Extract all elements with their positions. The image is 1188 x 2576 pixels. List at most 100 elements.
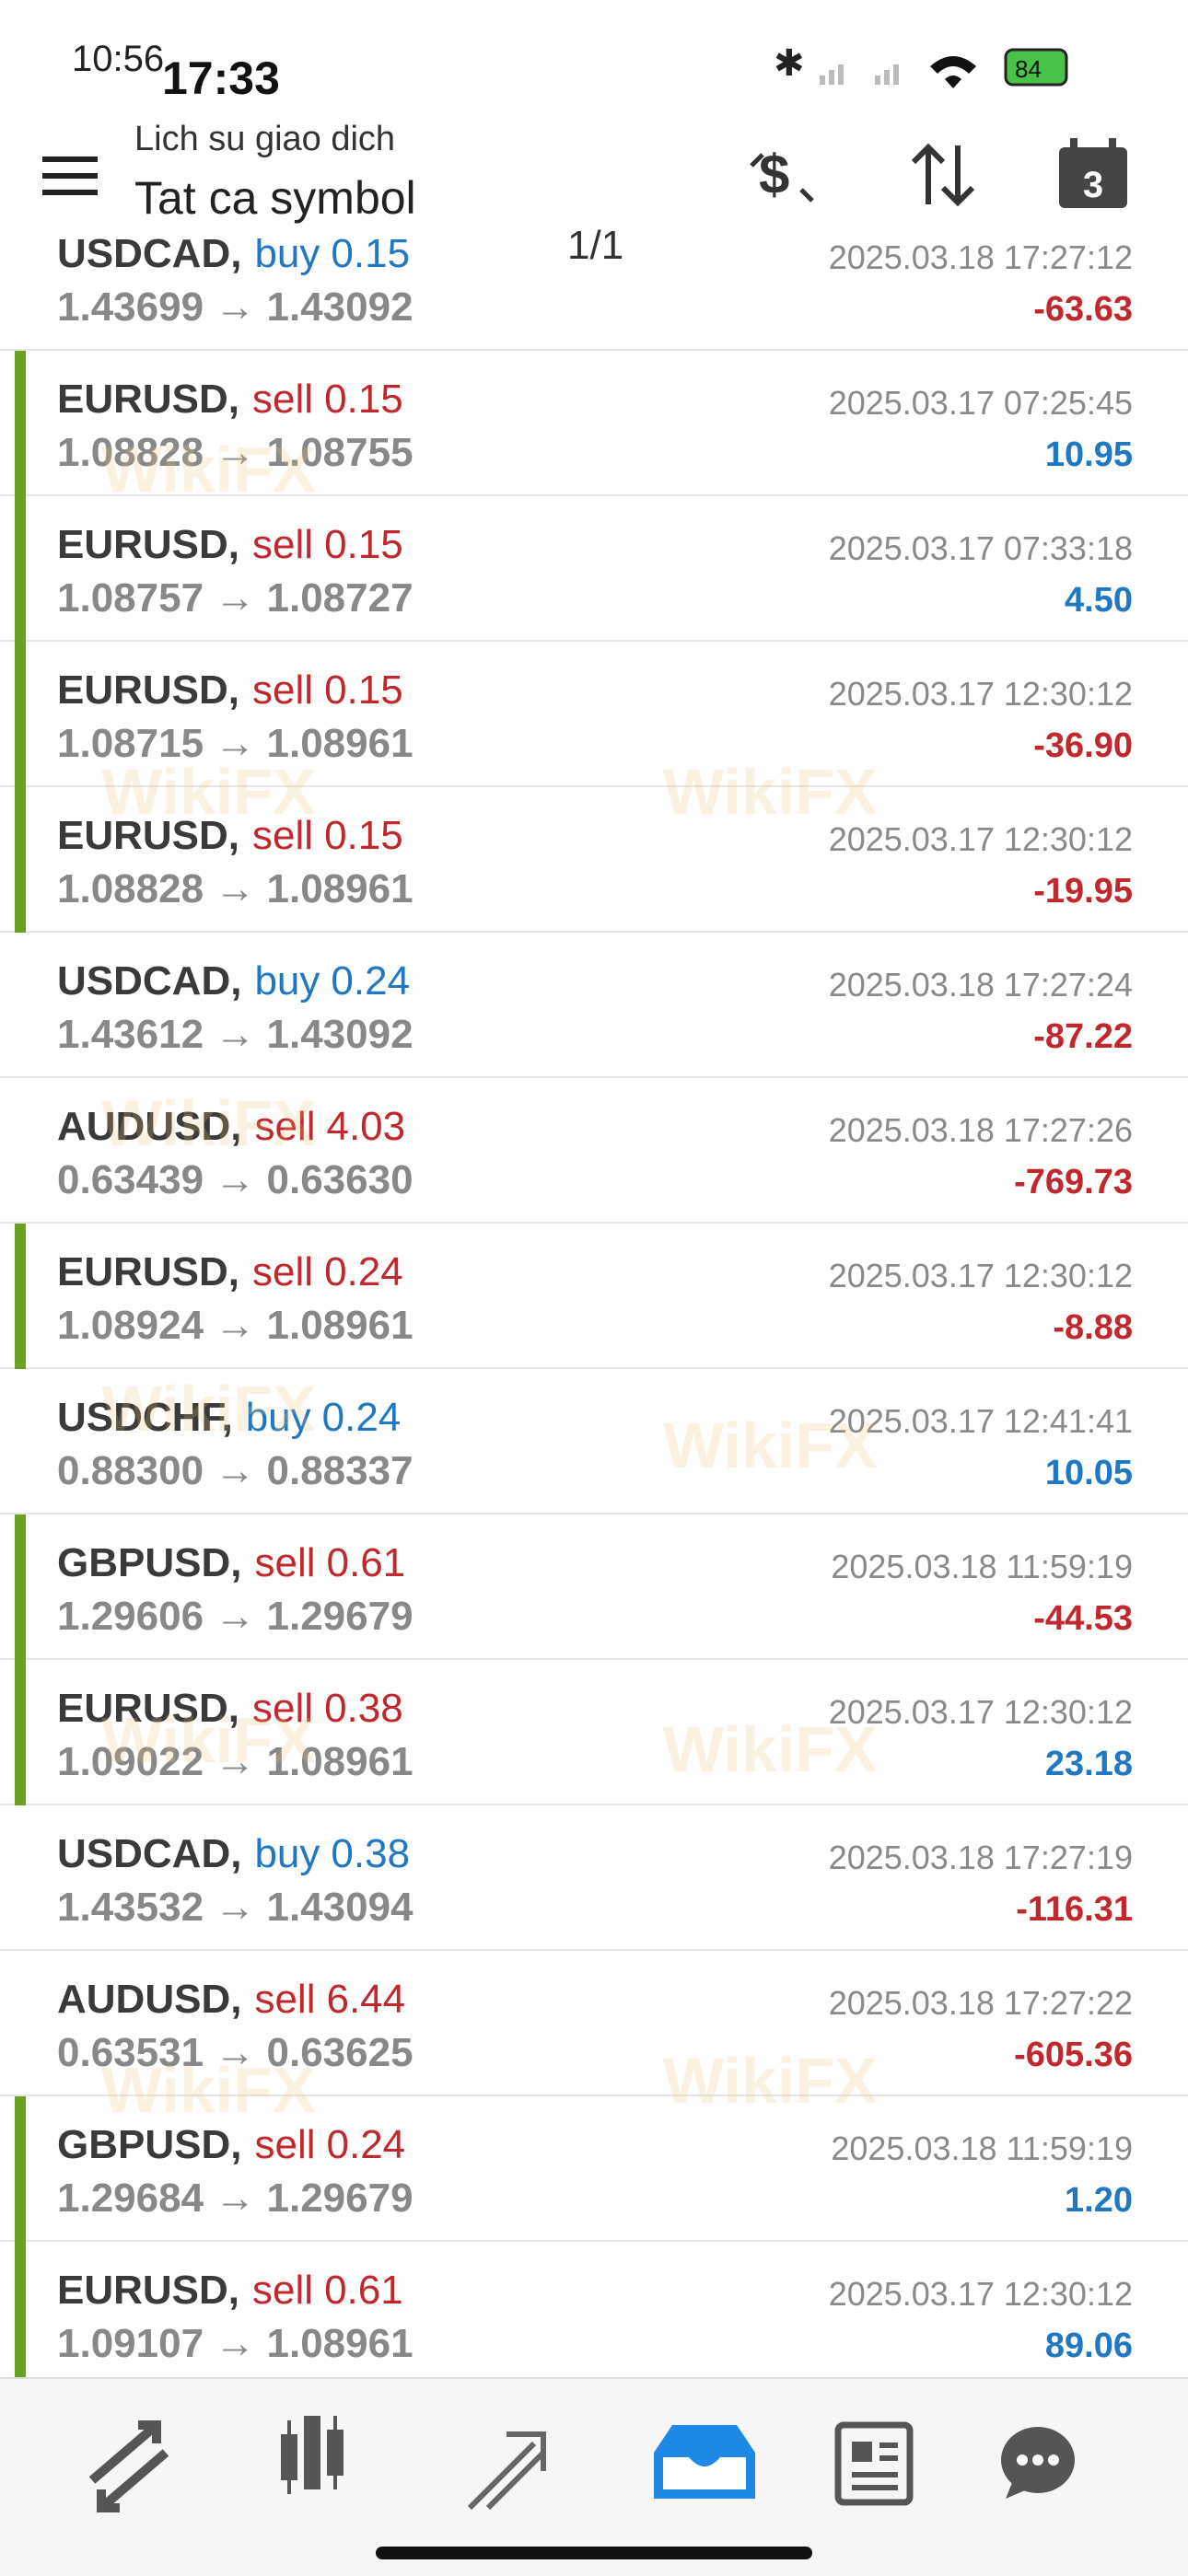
svg-text:✱: ✱: [774, 43, 805, 84]
trade-side: sell: [252, 813, 314, 858]
symbol: USDCAD,: [57, 231, 242, 276]
nav-chat[interactable]: [1001, 2427, 1075, 2499]
trade-time: 2025.03.18 17:27:24: [828, 966, 1133, 1004]
nav-icons: [88, 2416, 1075, 2512]
trade-volume: 6.44: [326, 1977, 406, 2022]
trade-row[interactable]: EURUSD, sell 0.38 1.09022 → 1.08961 2025.03.…: [0, 1660, 1188, 1805]
trade-profit: -44.53: [1033, 1599, 1133, 1638]
trade-symbol-line: USDCAD, buy 0.38: [57, 1831, 410, 1877]
trade-time: 2025.03.18 17:27:26: [828, 1111, 1133, 1149]
trade-row[interactable]: USDCAD, buy 0.15 1.43699 → 1.43092 2025.03.1…: [0, 205, 1188, 351]
app-header: Lich su giao dich Tat ca symbol $ 3 1/1: [0, 120, 1188, 268]
symbol: EURUSD,: [57, 667, 240, 713]
trade-prices: 1.08715 → 1.08961: [57, 721, 413, 766]
trade-volume: 0.15: [331, 231, 411, 276]
trade-volume: 0.24: [324, 1249, 403, 1294]
trade-time: 2025.03.17 12:30:12: [828, 675, 1133, 713]
trade-time: 2025.03.17 12:30:12: [828, 1693, 1133, 1731]
trade-volume: 0.38: [331, 1831, 411, 1876]
nav-chart[interactable]: [281, 2416, 344, 2494]
trade-row[interactable]: EURUSD, sell 0.24 1.08924 → 1.08961 2025.03.…: [0, 1224, 1188, 1369]
trade-row[interactable]: AUDUSD, sell 6.44 0.63531 → 0.63625 2025.03.…: [0, 1951, 1188, 2096]
trade-profit: -116.31: [1016, 1890, 1133, 1929]
trade-prices: 0.63439 → 0.63630: [57, 1157, 413, 1202]
trade-time: 2025.03.18 11:59:19: [831, 1548, 1133, 1585]
symbol: GBPUSD,: [57, 1540, 242, 1585]
trade-symbol-line: EURUSD, sell 0.38: [57, 1686, 403, 1732]
trade-prices: 1.43532 → 1.43094: [57, 1885, 413, 1930]
trade-side: sell: [252, 667, 314, 713]
trade-symbol-line: EURUSD, sell 0.15: [57, 813, 403, 859]
home-indicator: [376, 2547, 812, 2559]
trade-volume: 0.15: [324, 522, 403, 567]
trade-symbol-line: EURUSD, sell 0.61: [57, 2268, 403, 2314]
trade-profit: -19.95: [1033, 872, 1133, 911]
nav-news[interactable]: [834, 2421, 914, 2506]
trade-time: 2025.03.18 17:27:22: [828, 1984, 1133, 2022]
screen-title: Lich su giao dich: [134, 120, 396, 158]
symbol: EURUSD,: [57, 522, 240, 567]
symbol: AUDUSD,: [57, 1104, 242, 1149]
trade-prices: 1.43699 → 1.43092: [57, 284, 413, 330]
trade-prices: 1.08828 → 1.08961: [57, 866, 413, 911]
symbol: GBPUSD,: [57, 2122, 242, 2167]
trade-symbol-line: AUDUSD, sell 4.03: [57, 1104, 405, 1150]
trade-side: sell: [254, 1540, 316, 1585]
svg-text:$: $: [759, 144, 789, 205]
trade-volume: 0.24: [331, 958, 411, 1004]
trade-side: sell: [252, 522, 314, 567]
trade-side: buy: [254, 958, 320, 1004]
trade-volume: 0.15: [324, 813, 403, 858]
trade-time: 2025.03.18 17:27:19: [828, 1839, 1133, 1876]
trade-time: 2025.03.17 12:30:12: [828, 1257, 1133, 1294]
trade-volume: 0.15: [324, 377, 403, 422]
trade-list: USDCAD, buy 0.15 1.43699 → 1.43092 2025.03.1…: [0, 205, 1188, 2387]
trade-row[interactable]: AUDUSD, sell 4.03 0.63439 → 0.63630 2025.03.…: [0, 1078, 1188, 1224]
trade-time: 2025.03.17 07:25:45: [828, 384, 1133, 422]
symbol: EURUSD,: [57, 1249, 240, 1294]
trade-prices: 1.43612 → 1.43092: [57, 1012, 413, 1057]
trade-time: 2025.03.17 12:30:12: [828, 820, 1133, 858]
trade-symbol-line: EURUSD, sell 0.15: [57, 667, 403, 714]
trade-time: 2025.03.18 17:27:12: [828, 238, 1133, 276]
trade-profit: -36.90: [1033, 726, 1133, 765]
trade-side: sell: [252, 377, 314, 422]
page-indicator: 1/1: [567, 223, 624, 268]
trade-side: buy: [254, 231, 320, 276]
trade-row[interactable]: EURUSD, sell 0.61 1.09107 → 1.08961 2025.03.…: [0, 2242, 1188, 2387]
deposit-button[interactable]: $: [746, 138, 820, 212]
trade-row[interactable]: GBPUSD, sell 0.24 1.29684 → 1.29679 2025.03.…: [0, 2096, 1188, 2242]
trade-row[interactable]: EURUSD, sell 0.15 1.08757 → 1.08727 2025.03.…: [0, 496, 1188, 642]
trade-profit: -769.73: [1014, 1163, 1133, 1201]
trade-symbol-line: EURUSD, sell 0.15: [57, 377, 403, 423]
symbol-filter[interactable]: Tat ca symbol: [134, 172, 416, 224]
trade-row[interactable]: USDCHF, buy 0.24 0.88300 → 0.88337 2025.03.1…: [0, 1369, 1188, 1514]
calendar-button[interactable]: 3: [1055, 134, 1133, 212]
calendar-day: 3: [1083, 165, 1103, 205]
nav-history[interactable]: [654, 2425, 755, 2499]
trade-time: 2025.03.17 12:30:12: [828, 2275, 1133, 2313]
trade-row[interactable]: GBPUSD, sell 0.61 1.29606 → 1.29679 2025.03.…: [0, 1514, 1188, 1660]
symbol: USDCAD,: [57, 1831, 242, 1876]
trade-row[interactable]: EURUSD, sell 0.15 1.08715 → 1.08961 2025.03.…: [0, 642, 1188, 787]
trade-prices: 1.09107 → 1.08961: [57, 2321, 413, 2366]
trade-row[interactable]: EURUSD, sell 0.15 1.08828 → 1.08755 2025.03.…: [0, 351, 1188, 496]
trade-row[interactable]: USDCAD, buy 0.38 1.43532 → 1.43094 2025.03.1…: [0, 1805, 1188, 1951]
trade-volume: 0.61: [324, 2268, 403, 2313]
sort-button[interactable]: [908, 140, 978, 210]
trade-side: sell: [252, 2268, 314, 2313]
trade-volume: 0.15: [324, 667, 403, 713]
trade-profit: 1.20: [1065, 2181, 1133, 2220]
status-time: 17:33: [162, 52, 280, 104]
menu-button[interactable]: [42, 153, 101, 201]
trade-row[interactable]: USDCAD, buy 0.24 1.43612 → 1.43092 2025.03.1…: [0, 933, 1188, 1078]
trade-volume: 0.24: [326, 2122, 406, 2167]
trade-volume: 0.24: [321, 1395, 402, 1440]
trade-row[interactable]: EURUSD, sell 0.15 1.08828 → 1.08961 2025.03.…: [0, 787, 1188, 933]
trade-volume: 0.38: [324, 1686, 403, 1731]
trade-side: sell: [252, 1249, 314, 1294]
nav-quotes[interactable]: [88, 2420, 169, 2512]
status-time: 10:56: [72, 39, 165, 79]
nav-trade[interactable]: [467, 2431, 546, 2511]
trade-profit: 10.95: [1044, 435, 1133, 474]
